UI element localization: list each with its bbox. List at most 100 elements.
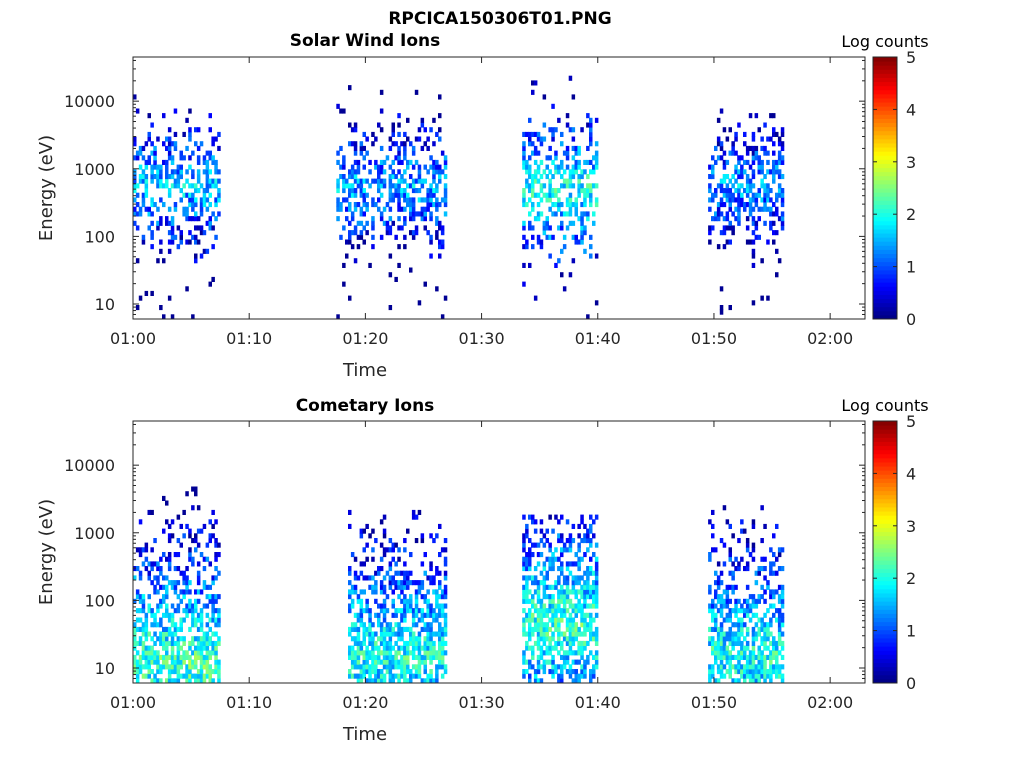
heatmap-cell	[417, 664, 422, 670]
heatmap-cell	[429, 183, 433, 189]
heatmap-cell	[374, 589, 378, 595]
heatmap-cell	[199, 552, 204, 558]
heatmap-cell	[775, 169, 779, 175]
colorbar-segment	[873, 613, 897, 618]
heatmap-cell	[188, 552, 192, 558]
heatmap-cell	[760, 556, 764, 562]
heatmap-cell	[533, 669, 538, 675]
heatmap-cell	[528, 673, 532, 679]
heatmap-cell	[554, 612, 558, 618]
heatmap-cell	[188, 164, 192, 170]
heatmap-cell	[423, 225, 427, 231]
heatmap-cell	[714, 603, 718, 609]
panel-title: Solar Wind Ions	[290, 31, 441, 51]
heatmap-cell	[353, 659, 358, 665]
colorbar-segment	[873, 224, 897, 230]
heatmap-cell	[545, 225, 549, 231]
heatmap-cell	[382, 533, 387, 539]
heatmap-cell	[777, 169, 782, 175]
heatmap-cell	[728, 239, 732, 245]
heatmap-cell	[339, 174, 343, 180]
heatmap-cell	[554, 584, 558, 590]
heatmap-cell	[737, 622, 741, 628]
heatmap-cell	[766, 295, 770, 301]
heatmap-cell	[745, 631, 750, 637]
heatmap-cell	[719, 178, 724, 184]
heatmap-cell	[719, 673, 724, 679]
heatmap-cell	[438, 239, 442, 245]
heatmap-cell	[731, 145, 735, 151]
heatmap-cell	[748, 594, 753, 600]
heatmap-cell	[531, 183, 535, 189]
heatmap-cell	[199, 197, 204, 203]
heatmap-cell	[214, 197, 218, 203]
heatmap-cell	[574, 169, 578, 175]
heatmap-cell	[394, 584, 398, 590]
heatmap-cell	[737, 636, 741, 642]
heatmap-cell	[528, 626, 532, 632]
heatmap-cell	[551, 556, 555, 562]
heatmap-cell	[571, 164, 576, 170]
heatmap-cell	[777, 673, 782, 679]
heatmap-cell	[766, 169, 770, 175]
heatmap-cell	[170, 678, 175, 684]
heatmap-cell	[423, 552, 427, 558]
heatmap-cell	[423, 664, 427, 670]
heatmap-cell	[583, 673, 587, 679]
heatmap-cell	[191, 197, 195, 203]
heatmap-cell	[196, 673, 201, 679]
heatmap-cell	[406, 584, 410, 590]
heatmap-cell	[766, 136, 770, 142]
heatmap-cell	[592, 631, 596, 637]
heatmap-cell	[438, 127, 442, 133]
heatmap-cell	[531, 552, 535, 558]
heatmap-cell	[443, 669, 448, 675]
heatmap-cell	[403, 220, 407, 226]
heatmap-cell	[531, 542, 535, 548]
heatmap-cell	[751, 523, 756, 529]
heatmap-cell	[208, 150, 212, 156]
heatmap-cell	[353, 145, 358, 151]
heatmap-cell	[594, 300, 599, 306]
heatmap-cell	[571, 603, 576, 609]
heatmap-cell	[560, 547, 564, 553]
heatmap-cell	[350, 552, 355, 558]
heatmap-cell	[557, 608, 561, 614]
heatmap-cell	[766, 636, 770, 642]
heatmap-cell	[382, 650, 387, 656]
heatmap-cell	[533, 150, 538, 156]
heatmap-cell	[167, 654, 172, 660]
heatmap-cell	[568, 538, 573, 544]
heatmap-cell	[536, 659, 541, 665]
heatmap-cell	[400, 673, 404, 679]
colorbar-segment	[873, 519, 897, 524]
heatmap-cell	[403, 654, 407, 660]
heatmap-cell	[429, 155, 433, 161]
heatmap-cells	[133, 75, 785, 320]
heatmap-cell	[138, 640, 143, 646]
colorbar-label: Log counts	[841, 32, 928, 51]
heatmap-cell	[522, 533, 526, 539]
colorbar-segment	[873, 290, 897, 295]
heatmap-cell	[769, 664, 773, 670]
heatmap-cell	[748, 650, 753, 656]
heatmap-cell	[138, 519, 143, 525]
heatmap-cell	[577, 608, 581, 614]
heatmap-cell	[194, 622, 198, 628]
heatmap-cell	[551, 659, 555, 665]
heatmap-cell	[423, 598, 427, 604]
heatmap-cell	[379, 127, 384, 133]
heatmap-cell	[589, 570, 593, 576]
heatmap-cell	[780, 589, 785, 595]
heatmap-cell	[522, 244, 526, 250]
heatmap-cell	[719, 645, 724, 651]
heatmap-cell	[368, 626, 372, 632]
x-tick-label: 02:00	[807, 329, 853, 348]
heatmap-cell	[170, 141, 175, 147]
heatmap-cell	[202, 664, 207, 670]
heatmap-cell	[571, 561, 576, 567]
heatmap-cell	[182, 206, 186, 212]
heatmap-cell	[348, 570, 352, 576]
heatmap-cell	[182, 155, 186, 161]
heatmap-cell	[757, 127, 761, 133]
